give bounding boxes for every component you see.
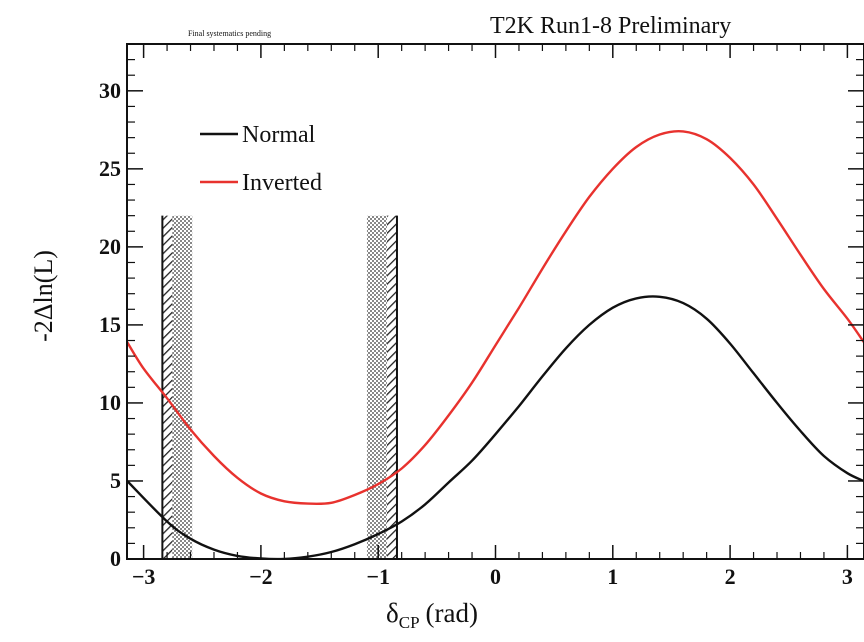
band-low-hatch [162, 215, 173, 559]
y-axis-label: -2Δln(L) [29, 250, 58, 342]
y-tick-label: 0 [110, 546, 121, 571]
likelihood-curves [127, 129, 864, 559]
series-line-inverted [127, 129, 864, 506]
x-tick-label: −2 [249, 564, 273, 589]
x-tick-label: 3 [842, 564, 853, 589]
chart-title: T2K Run1-8 Preliminary [490, 13, 731, 39]
x-axis-label: δCP (rad) [386, 598, 478, 632]
band-low-dots [172, 215, 193, 559]
y-tick-label: 25 [99, 156, 121, 181]
x-axis-label-subscript: CP [399, 613, 420, 632]
legend-label-inverted: Inverted [242, 170, 322, 196]
y-tick-label: 20 [99, 234, 121, 259]
band-high-hatch [386, 215, 397, 559]
x-tick-label: 0 [490, 564, 501, 589]
x-axis-label-symbol: δ [386, 598, 399, 628]
x-tick-label: 1 [607, 564, 618, 589]
x-axis-ticks: −3 −2 −1 0 1 2 3 [132, 44, 853, 589]
y-axis-ticks: 0 5 10 15 20 25 30 [99, 43, 864, 571]
x-tick-label: −1 [366, 564, 390, 589]
x-tick-label: 2 [725, 564, 736, 589]
y-tick-label: 10 [99, 390, 121, 415]
chart-subtitle: Final systematics pending [188, 29, 271, 38]
confidence-bands [161, 215, 398, 559]
y-tick-label: 5 [110, 468, 121, 493]
series-line-normal [127, 295, 864, 559]
plot-frame [126, 43, 864, 560]
band-high-dots [366, 215, 387, 559]
x-axis-label-unit: (rad) [426, 598, 478, 628]
legend: Normal Inverted [200, 122, 322, 196]
legend-label-normal: Normal [242, 122, 316, 148]
x-tick-label: −3 [132, 564, 156, 589]
y-tick-label: 30 [99, 78, 121, 103]
y-tick-label: 15 [99, 312, 121, 337]
